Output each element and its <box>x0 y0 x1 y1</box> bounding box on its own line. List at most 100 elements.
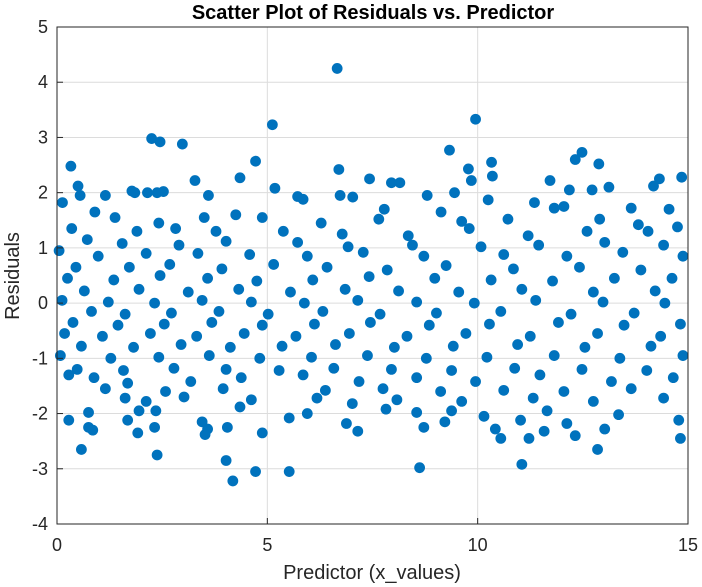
scatter-point <box>133 283 145 295</box>
scatter-point <box>170 223 182 234</box>
scatter-point <box>83 407 94 418</box>
scatter-point <box>565 308 577 320</box>
scatter-point <box>224 341 236 353</box>
scatter-point <box>346 398 358 410</box>
x-tick-label: 10 <box>468 535 488 555</box>
scatter-point <box>418 250 430 262</box>
scatter-point <box>603 181 615 193</box>
scatter-point <box>463 163 474 175</box>
scatter-point <box>435 386 447 397</box>
y-axis-ticks: -4 -3 -2 -1 0 1 2 3 4 5 <box>32 17 63 534</box>
scatter-point <box>81 234 93 246</box>
data-points <box>53 63 689 487</box>
scatter-point <box>374 308 386 320</box>
scatter-point <box>233 283 245 295</box>
scatter-point <box>592 328 603 339</box>
scatter-point <box>386 363 397 375</box>
scatter-point <box>250 155 261 167</box>
scatter-point <box>352 425 364 437</box>
scatter-point <box>119 308 131 320</box>
scatter-point <box>435 206 447 218</box>
scatter-point <box>625 383 637 395</box>
y-axis-label: Residuals <box>2 232 24 320</box>
scatter-point <box>515 414 526 426</box>
scatter-point <box>420 352 432 364</box>
y-tick-label: 3 <box>38 127 48 147</box>
scatter-point <box>460 328 472 339</box>
scatter-point <box>78 285 90 297</box>
scatter-point <box>309 318 320 330</box>
scatter-point <box>307 274 319 286</box>
scatter-point <box>245 394 257 406</box>
scatter-point <box>593 158 605 170</box>
scatter-point <box>317 305 329 317</box>
scatter-point <box>123 261 135 273</box>
scatter-point <box>99 383 111 395</box>
scatter-point <box>75 444 87 455</box>
plot-frame <box>56 26 689 525</box>
scatter-point <box>529 197 540 209</box>
scatter-point <box>429 272 441 284</box>
scatter-point <box>75 340 87 352</box>
scatter-point <box>677 250 689 262</box>
scatter-point <box>71 363 83 375</box>
scatter-point <box>481 351 493 363</box>
scatter-point <box>463 223 475 234</box>
scatter-point <box>196 294 208 306</box>
scatter-point <box>446 405 457 417</box>
scatter-point <box>548 202 560 214</box>
scatter-point <box>402 230 414 242</box>
scatter-point <box>558 386 570 397</box>
scatter-point <box>254 352 266 364</box>
scatter-point <box>475 241 487 253</box>
y-tick-label: -2 <box>32 404 48 424</box>
scatter-point <box>373 213 385 225</box>
scatter-point <box>166 307 177 319</box>
scatter-point <box>182 286 194 298</box>
scatter-point <box>269 182 281 194</box>
scatter-point <box>478 410 490 422</box>
scatter-point <box>440 260 452 271</box>
scatter-point <box>235 372 247 384</box>
scatter-point <box>655 330 667 342</box>
scatter-point <box>151 187 163 199</box>
scatter-point <box>563 184 575 196</box>
scatter-point <box>72 180 84 192</box>
scatter-point <box>456 396 468 407</box>
scatter-point <box>262 308 274 320</box>
scatter-point <box>191 330 203 342</box>
scatter-point <box>185 376 197 387</box>
y-tick-label: 4 <box>38 72 48 92</box>
scatter-point <box>653 173 665 185</box>
scatter-point <box>628 307 640 319</box>
scatter-point <box>131 225 143 237</box>
scatter-point <box>158 318 170 330</box>
scatter-point <box>160 386 171 397</box>
scatter-point <box>548 350 560 361</box>
scatter-point <box>363 271 375 283</box>
scatter-point <box>298 297 310 309</box>
scatter-point <box>251 275 263 287</box>
scatter-point <box>648 180 659 192</box>
scatter-point <box>336 228 348 240</box>
scatter-point <box>89 206 101 218</box>
scatter-point <box>541 405 553 417</box>
scatter-point <box>266 119 278 131</box>
scatter-point <box>608 272 620 284</box>
scatter-point <box>421 190 433 201</box>
scatter-point <box>502 213 514 225</box>
scatter-point <box>132 427 144 439</box>
scatter-point <box>206 317 218 328</box>
scatter-point <box>176 138 188 150</box>
scatter-point <box>509 362 521 374</box>
scatter-point <box>238 328 250 339</box>
scatter-point <box>92 250 104 262</box>
scatter-point <box>301 408 313 419</box>
scatter-point <box>133 405 145 417</box>
scatter-point <box>453 286 465 298</box>
scatter-point <box>675 318 686 330</box>
scatter-point <box>140 396 152 407</box>
scatter-point <box>524 330 536 342</box>
scatter-point <box>498 249 510 260</box>
scatter-point <box>203 350 215 361</box>
